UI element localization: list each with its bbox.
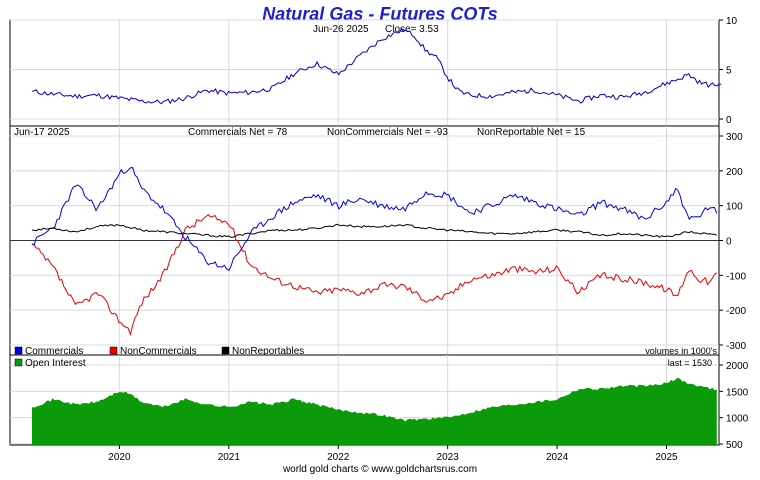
nonreportables-line (31, 223, 717, 238)
y-tick-label: 100 (726, 202, 743, 213)
open-interest-y-ticks: 2000 1500 1000 500 (719, 361, 749, 451)
chart-title: Natural Gas - Futures COTs (262, 4, 497, 24)
footer-credit: world gold charts © www.goldchartsrus.co… (282, 464, 477, 475)
y-tick-label: 300 (726, 132, 743, 143)
y-tick-label: 1500 (726, 387, 749, 398)
x-tick-label: 2024 (546, 452, 569, 463)
x-tick-label: 2021 (218, 452, 241, 463)
volume-note: volumes in 1000's (645, 346, 717, 356)
price-header-date: Jun-26 2025 (313, 24, 369, 35)
cot-header-nonreportables: NonReportable Net = 15 (477, 127, 586, 138)
y-tick-label: 5 (726, 66, 732, 77)
y-tick-label: 500 (726, 440, 743, 451)
y-tick-label: -100 (726, 271, 746, 282)
cot-y-ticks: 300 200 100 0 -100 -200 -300 (719, 132, 746, 352)
legend-commercials-swatch (14, 346, 23, 355)
legend-nonreportables-swatch (221, 346, 230, 355)
open-interest-last: last = 1530 (668, 358, 712, 368)
x-tick-label: 2022 (327, 452, 350, 463)
price-line (31, 27, 722, 105)
price-panel-frame (9, 19, 720, 127)
y-tick-label: -200 (726, 306, 746, 317)
y-tick-label: 10 (726, 16, 738, 27)
legend-nonreportables-label: NonReportables (232, 346, 304, 357)
x-tick-label: 2023 (437, 452, 460, 463)
x-tick-label: 2020 (108, 452, 131, 463)
legend-noncommercials-swatch (109, 346, 118, 355)
x-tick-label: 2025 (655, 452, 678, 463)
cot-header-date: Jun-17 2025 (14, 127, 70, 138)
cot-panel: 300 200 100 0 -100 -200 -300 Jun-17 2025 Comme… (9, 125, 746, 357)
price-panel: 10 5 0 Jun-26 2025 Close= 3.53 (9, 16, 738, 127)
cot-header-commercials: Commercials Net = 78 (188, 127, 288, 138)
price-header-close: Close= 3.53 (385, 24, 439, 35)
y-tick-label: 2000 (726, 361, 749, 372)
legend-noncommercials-label: NonCommercials (120, 346, 197, 357)
y-tick-label: 0 (726, 237, 732, 248)
price-y-ticks: 10 5 0 (719, 16, 738, 126)
cot-header-noncommercials: NonCommercials Net = -93 (327, 127, 448, 138)
open-interest-area (31, 377, 717, 445)
y-tick-label: 200 (726, 167, 743, 178)
y-tick-label: 1000 (726, 414, 749, 425)
noncommercials-line (31, 214, 718, 337)
price-grid (10, 19, 719, 126)
x-axis-ticks: 2020 2021 2022 2023 2024 2025 (108, 445, 678, 463)
legend-open-interest-label: Open Interest (25, 358, 86, 369)
open-interest-panel: 2000 1500 1000 500 Open Interest last = 153… (9, 354, 749, 463)
legend-commercials-label: Commercials (25, 346, 83, 357)
legend-open-interest-swatch (14, 358, 23, 367)
y-tick-label: 0 (726, 115, 732, 126)
commercials-line (31, 167, 718, 272)
y-tick-label: -300 (726, 341, 746, 352)
